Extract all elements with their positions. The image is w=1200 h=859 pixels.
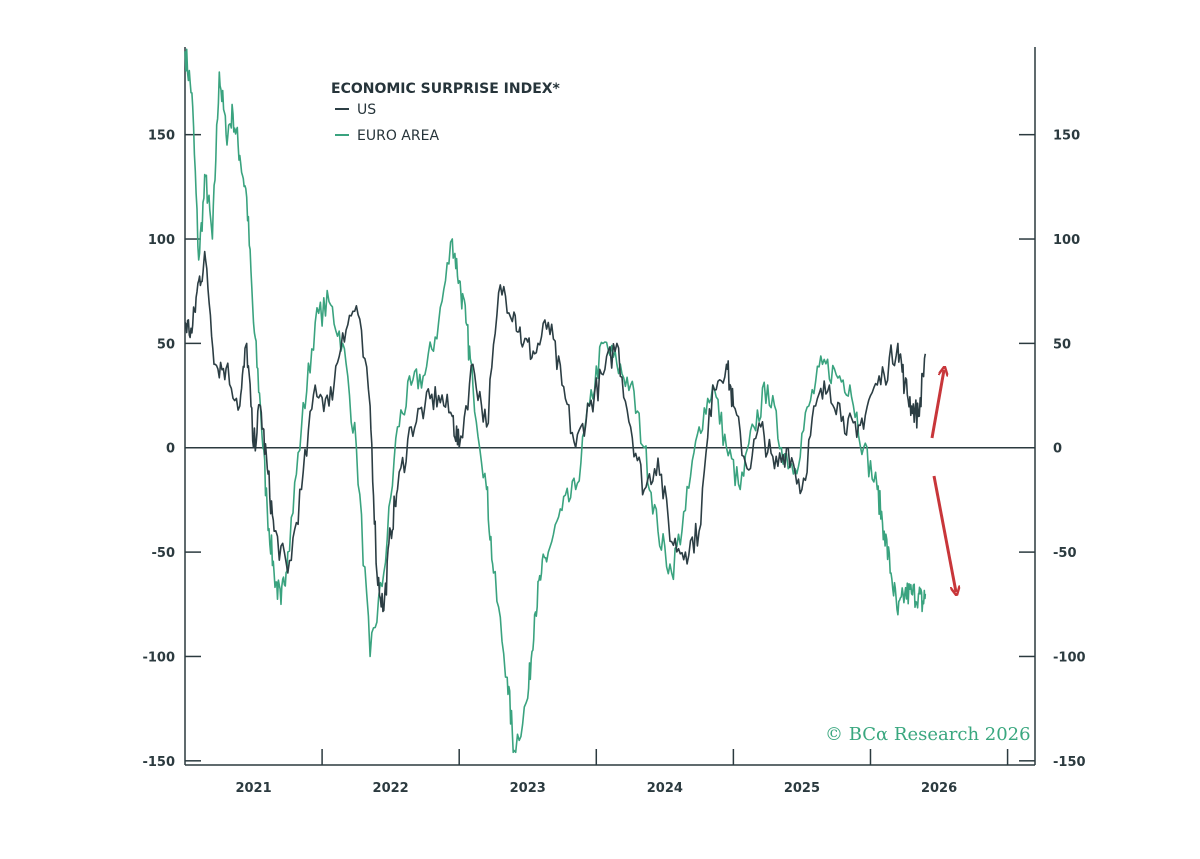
x-tick-label: 2026: [921, 781, 957, 796]
x-tick-label: 2025: [784, 781, 820, 796]
y-tick-label-right: 100: [1053, 233, 1080, 248]
right-y-ticks: 150 100 50 0 -50 -100 -150: [1019, 129, 1086, 770]
y-tick-label-right: -50: [1053, 546, 1077, 561]
arrow-up: [930, 370, 944, 439]
y-tick-label-right: 150: [1053, 129, 1080, 144]
y-tick-label-right: -150: [1053, 755, 1086, 770]
y-tick-label-left: 0: [166, 442, 175, 457]
y-tick-label-left: -100: [142, 650, 175, 665]
series-line-us: [184, 250, 927, 613]
arrow-down: [932, 475, 956, 592]
legend: ECONOMIC SURPRISE INDEX* US EURO AREA: [331, 81, 561, 144]
series-line-euro-area: [184, 48, 927, 754]
x-tick-label: 2021: [235, 781, 271, 796]
x-ticks: 2021 2022 2023 2024 2025 2026: [235, 749, 1009, 796]
y-tick-label-right: 50: [1053, 337, 1071, 352]
copyright-text: © BCα Research 2026: [825, 724, 1031, 745]
axes: [184, 47, 1036, 766]
y-tick-label-left: -150: [142, 755, 175, 770]
y-tick-label-left: -50: [152, 546, 176, 561]
x-tick-label: 2022: [373, 781, 409, 796]
x-tick-label: 2023: [510, 781, 546, 796]
legend-title: ECONOMIC SURPRISE INDEX*: [331, 81, 561, 97]
x-tick-label: 2024: [647, 781, 683, 796]
y-tick-label-right: 0: [1053, 442, 1062, 457]
y-tick-label-left: 50: [157, 337, 175, 352]
y-tick-label-right: -100: [1053, 650, 1086, 665]
left-y-ticks: 150 100 50 0 -50 -100 -150: [142, 129, 201, 770]
series-layer: [184, 48, 927, 754]
trend-arrows: [930, 370, 956, 592]
legend-label-us: US: [357, 102, 376, 118]
legend-label-euro-area: EURO AREA: [357, 128, 439, 144]
y-tick-label-left: 150: [148, 129, 175, 144]
y-tick-label-left: 100: [148, 233, 175, 248]
